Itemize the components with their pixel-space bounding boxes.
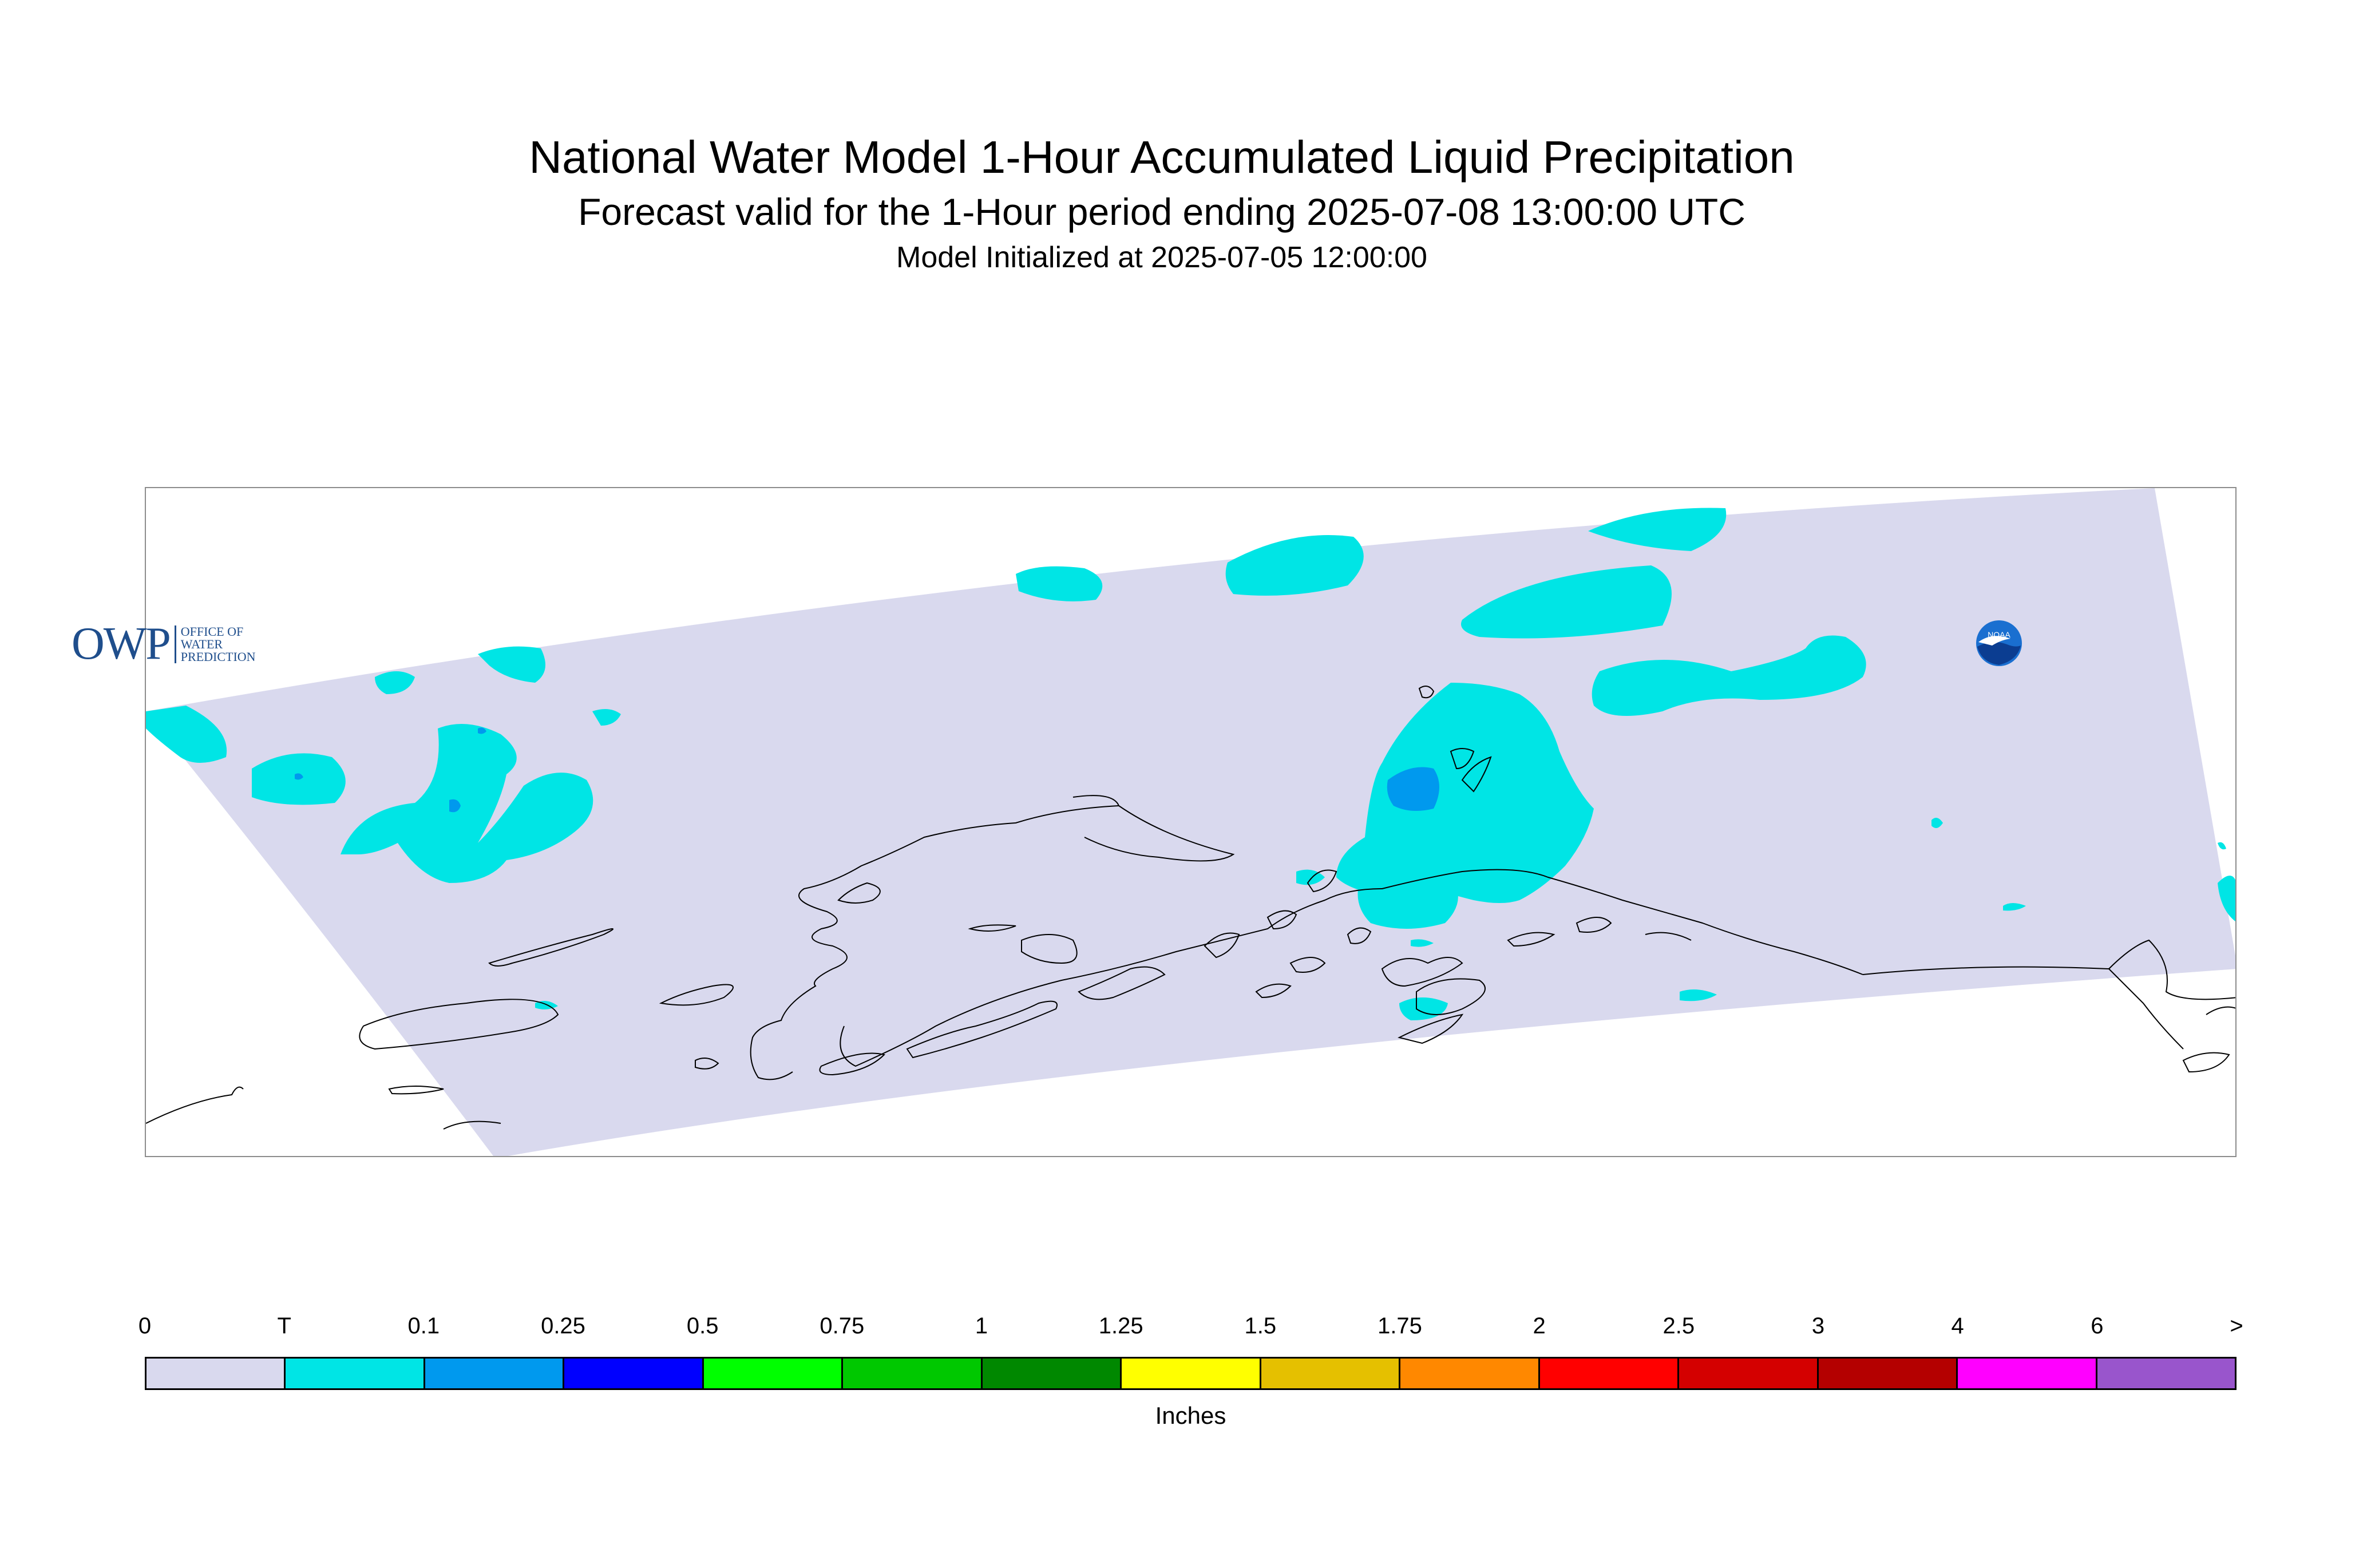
legend-swatch: [982, 1359, 1122, 1388]
noaa-logo: NOAA: [1975, 619, 2023, 670]
legend-color-bar: [145, 1357, 2237, 1390]
legend-swatch: [1400, 1359, 1540, 1388]
legend-tick-label: 1.25: [1098, 1313, 1143, 1339]
legend-swatch: [2097, 1359, 2235, 1388]
legend-units-label: Inches: [1155, 1402, 1226, 1429]
map-frame: [145, 487, 2237, 1157]
map-title: National Water Model 1-Hour Accumulated …: [529, 132, 1795, 183]
legend-swatch: [1679, 1359, 1819, 1388]
model-initialized-text: Model Initialized at 2025-07-05 12:00:00: [896, 241, 1427, 274]
legend-tick-label: 0.75: [820, 1313, 865, 1339]
legend-swatch: [1261, 1359, 1401, 1388]
trace-precip-areas: [146, 508, 2235, 1020]
coastlines: [146, 686, 2235, 1130]
legend-tick-label: 0.5: [686, 1313, 719, 1339]
owp-logo-text: OFFICE OF WATER PREDICTION: [174, 625, 256, 663]
legend-tick-label: 2.5: [1662, 1313, 1695, 1339]
light-precip-areas: [295, 727, 1439, 813]
legend-swatch: [843, 1359, 983, 1388]
legend-tick-labels: 0 T 0.1 0.25 0.5 0.75 1 1.25 1.5 1.75 2 2.5 3 4 6 >: [138, 1313, 2243, 1348]
legend-tick-label: >: [2230, 1313, 2243, 1339]
legend-tick-label: 2: [1533, 1313, 1546, 1339]
legend-swatch: [147, 1359, 286, 1388]
legend-tick-label: 1.75: [1378, 1313, 1422, 1339]
legend-tick-label: 3: [1811, 1313, 1825, 1339]
map-subtitle: Forecast valid for the 1-Hour period end…: [578, 191, 1745, 233]
model-domain: [146, 488, 2235, 1156]
legend-tick-label: T: [277, 1313, 291, 1339]
legend-swatch: [1539, 1359, 1680, 1388]
legend-swatch: [1122, 1359, 1261, 1388]
legend-tick-label: 0.1: [407, 1313, 440, 1339]
precip-color-legend: 0 T 0.1 0.25 0.5 0.75 1 1.25 1.5 1.75 2 2.5 3 4 6 > Inc…: [138, 1313, 2243, 1429]
legend-swatch: [1818, 1359, 1958, 1388]
alaska-precip-map: [146, 488, 2235, 1156]
legend-tick-label: 0: [138, 1313, 152, 1339]
legend-swatch: [703, 1359, 844, 1388]
owp-logo-mark: OWP: [72, 619, 171, 669]
title-block: National Water Model 1-Hour Accumulated …: [0, 129, 2323, 278]
legend-tick-label: 0.25: [541, 1313, 585, 1339]
noaa-emblem-icon: NOAA: [1976, 620, 2022, 666]
legend-tick-label: 1.5: [1244, 1313, 1277, 1339]
legend-tick-label: 6: [2091, 1313, 2104, 1339]
legend-tick-label: 4: [1951, 1313, 1964, 1339]
legend-swatch: [425, 1359, 565, 1388]
legend-swatch: [1958, 1359, 2097, 1388]
legend-swatch: [564, 1359, 704, 1388]
legend-tick-label: 1: [975, 1313, 988, 1339]
owp-logo: OWP OFFICE OF WATER PREDICTION: [72, 618, 256, 670]
noaa-logo-text: NOAA: [1988, 630, 2010, 639]
legend-swatch: [286, 1359, 425, 1388]
